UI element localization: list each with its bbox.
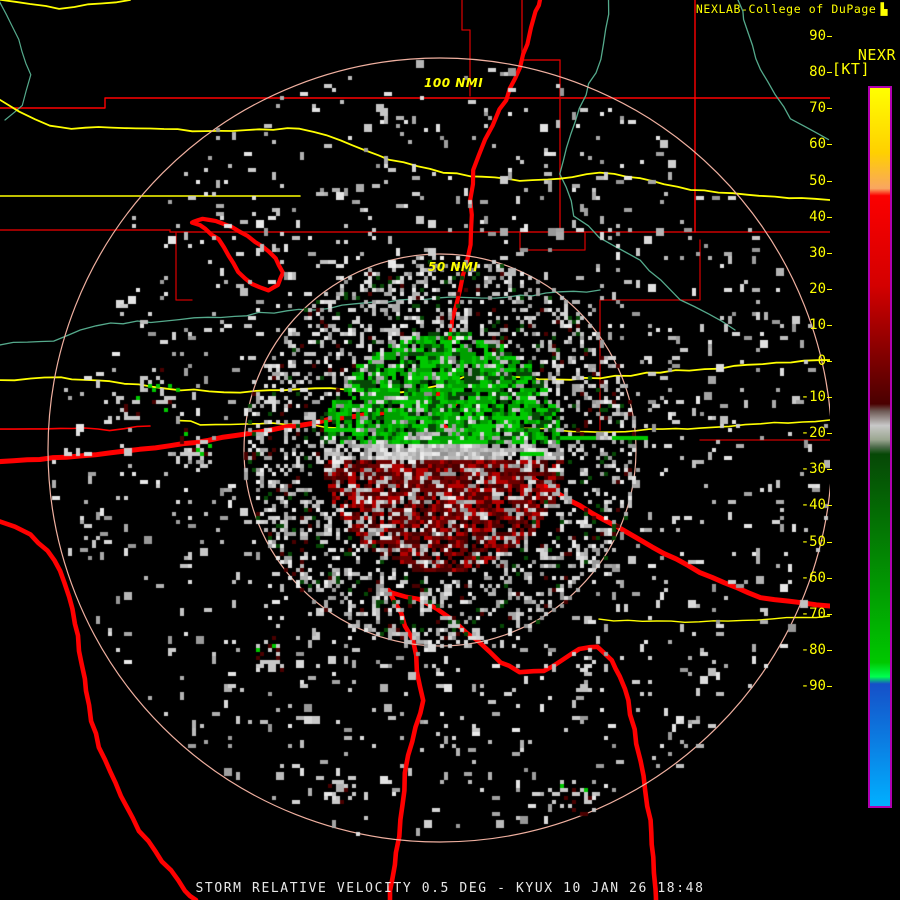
colorbar-tick-neg30: -30 xyxy=(800,461,826,478)
colorbar-tick-60: 60 xyxy=(809,136,826,153)
range-ring-label-196: 50 NMI xyxy=(428,260,479,274)
colorbar-tickmark xyxy=(827,36,832,38)
colorbar-units-label: [KT] xyxy=(831,60,870,78)
colorbar-tickmark xyxy=(827,324,832,326)
colorbar-tickmark xyxy=(827,361,832,362)
range-ring-label-392: 100 NMI xyxy=(424,76,484,90)
colorbar-tickmark xyxy=(827,649,832,651)
colorbar-tick-neg90: -90 xyxy=(800,677,826,694)
colorbar-title: NEXR xyxy=(857,46,896,64)
product-status-bar: STORM RELATIVE VELOCITY 0.5 DEG - KYUX 1… xyxy=(195,881,705,896)
colorbar-tick-neg40: -40 xyxy=(800,497,826,514)
colorbar-tickmark xyxy=(827,613,832,615)
radar-echo-layer xyxy=(0,0,830,900)
colorbar-tick-50: 50 xyxy=(809,172,826,189)
colorbar-tick-30: 30 xyxy=(809,244,826,261)
colorbar-tickmark xyxy=(827,397,832,399)
colorbar-tickmark xyxy=(827,180,832,182)
colorbar-tick-40: 40 xyxy=(809,208,826,225)
colorbar-tick-neg70: -70 xyxy=(800,605,826,622)
colorbar-tick-10: 10 xyxy=(809,316,826,333)
colorbar-tick-neg60: -60 xyxy=(800,569,826,586)
colorbar-tick-labels: 90 80 70 60 50 40 30 20 10 0 -10 -20 -30 -40 -50 -60 -70… xyxy=(790,0,832,722)
colorbar-tickmark xyxy=(827,577,832,579)
colorbar-tick-neg10: -10 xyxy=(800,389,826,406)
branding-text: NEXLAB-College of DuPage xyxy=(695,2,877,16)
colorbar-tickmark xyxy=(827,541,832,543)
colorbar-scale xyxy=(868,86,892,808)
colorbar-tick-70: 70 xyxy=(809,100,826,117)
colorbar-tick-neg80: -80 xyxy=(800,641,826,658)
colorbar-panel: NEXR [KT] 90 80 70 60 50 40 30 20 10 0 -10 -20 -30 -4… xyxy=(801,0,900,900)
colorbar-tickmark xyxy=(827,433,832,435)
radar-image-canvas[interactable] xyxy=(0,0,830,900)
colorbar-tickmark xyxy=(827,252,832,254)
colorbar-tickmark xyxy=(827,72,832,74)
colorbar-tickmark xyxy=(827,288,832,290)
colorbar-tick-80: 80 xyxy=(809,64,826,81)
colorbar-tick-neg50: -50 xyxy=(800,533,826,550)
colorbar-tickmark xyxy=(827,685,832,687)
colorbar-tick-neg20: -20 xyxy=(800,425,826,442)
colorbar-tickmark xyxy=(827,216,832,218)
colorbar-tickmark xyxy=(827,505,832,507)
colorbar-tick-90: 90 xyxy=(809,28,826,45)
colorbar-tickmark xyxy=(827,108,832,110)
colorbar-tickmark xyxy=(827,144,832,146)
branding-watermark: NEXLAB-College of DuPage ▟ xyxy=(696,2,888,16)
colorbar-tick-20: 20 xyxy=(809,280,826,297)
colorbar-gradient xyxy=(870,88,890,806)
colorbar-tick-0: 0 xyxy=(817,353,826,369)
colorbar-tickmark xyxy=(827,469,832,471)
